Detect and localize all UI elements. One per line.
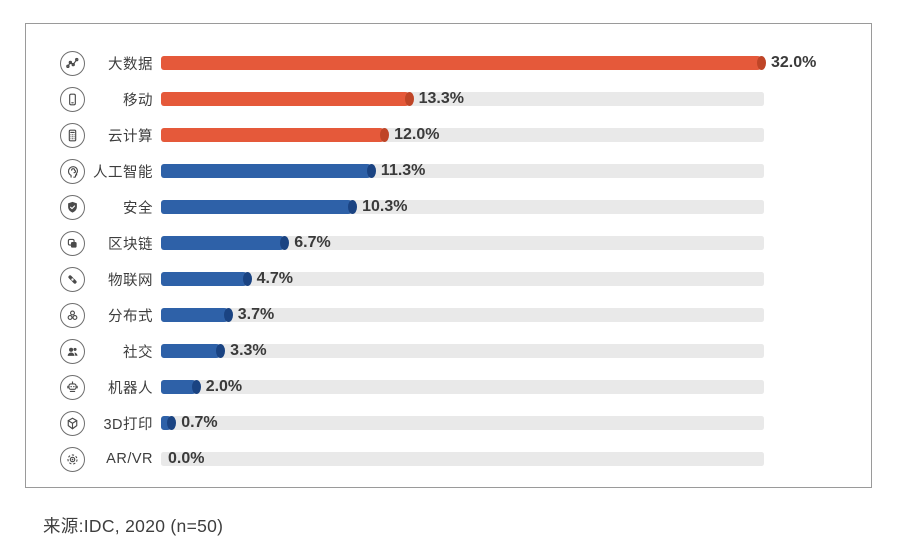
bar	[161, 380, 201, 394]
chart-row: 物联网 4.7%	[60, 261, 871, 297]
chart-row: AR/VR 0.0%	[60, 441, 871, 477]
value-label: 32.0%	[771, 54, 817, 71]
bar-end-cap	[366, 164, 376, 178]
category-label: 移动	[123, 92, 153, 109]
value-label: 0.7%	[181, 414, 218, 431]
bar-track: 3.3%	[161, 342, 764, 359]
iot-links-icon	[60, 266, 85, 292]
distributed-nodes-icon	[60, 302, 85, 328]
value-label: 10.3%	[362, 198, 408, 215]
ai-head-icon	[60, 158, 85, 184]
chart-row: 机器人 2.0%	[60, 369, 871, 405]
chart-rows: 大数据 32.0% 移动 13.3% 云计算 12.0% 人工智能 11.3% …	[60, 45, 871, 477]
chart-row: 人工智能 11.3%	[60, 153, 871, 189]
arvr-icon	[60, 446, 85, 472]
bar-track: 0.7%	[161, 414, 764, 431]
bar-end-cap	[757, 56, 766, 70]
category-label: 大数据	[108, 56, 153, 73]
chart-row: 大数据 32.0%	[60, 45, 871, 81]
source-note: 来源:IDC, 2020 (n=50)	[43, 516, 224, 536]
bar-end-cap	[216, 344, 226, 358]
shield-check-icon	[60, 194, 85, 220]
chart-row: 云计算 12.0%	[60, 117, 871, 153]
robot-icon	[60, 374, 85, 400]
bar-track: 13.3%	[161, 90, 764, 107]
bar-end-cap	[167, 416, 177, 430]
category-label: 社交	[123, 344, 153, 361]
bar	[161, 128, 390, 142]
chart-row: 移动 13.3%	[60, 81, 871, 117]
category-label: 人工智能	[93, 164, 153, 181]
blockchain-icon	[60, 230, 85, 256]
bar-track: 0.0%	[161, 450, 764, 467]
category-label: 安全	[123, 200, 153, 217]
bar-track: 12.0%	[161, 126, 764, 143]
bar-end-cap	[242, 272, 252, 286]
bar	[161, 344, 226, 358]
bar-end-cap	[404, 92, 414, 106]
trend-chart-icon	[60, 50, 85, 76]
category-label: 物联网	[108, 272, 153, 289]
value-label: 3.7%	[237, 306, 275, 323]
bar-end-cap	[348, 200, 358, 214]
category-label: 区块链	[108, 236, 153, 253]
bar-track: 6.7%	[161, 234, 764, 251]
category-label: 3D打印	[103, 416, 153, 433]
smartphone-icon	[60, 86, 85, 112]
category-label: 云计算	[108, 128, 153, 145]
3d-cube-icon	[60, 410, 85, 436]
bar-track: 2.0%	[161, 378, 764, 395]
bar-track: 3.7%	[161, 306, 764, 323]
value-label: 6.7%	[294, 234, 331, 251]
value-label: 0.0%	[168, 450, 205, 467]
bar	[161, 92, 414, 106]
bar-end-cap	[280, 236, 290, 250]
bar-end-cap	[223, 308, 233, 322]
bar	[161, 272, 252, 286]
category-label: 分布式	[108, 308, 153, 325]
bar-track: 4.7%	[161, 270, 764, 287]
bar-track: 10.3%	[161, 198, 764, 215]
bar	[161, 236, 290, 250]
chart-row: 3D打印 0.7%	[60, 405, 871, 441]
bar-track: 32.0%	[161, 55, 816, 71]
value-label: 13.3%	[418, 90, 464, 107]
value-label: 4.7%	[256, 270, 294, 287]
social-people-icon	[60, 338, 85, 364]
bar	[161, 416, 177, 430]
value-label: 3.3%	[230, 342, 267, 359]
bar	[161, 56, 766, 70]
chart-row: 区块链 6.7%	[60, 225, 871, 261]
calculator-icon	[60, 122, 85, 148]
category-label: 机器人	[108, 380, 153, 397]
value-label: 12.0%	[394, 126, 440, 143]
category-label: AR/VR	[106, 451, 153, 467]
bar-end-cap	[380, 128, 390, 142]
bar	[161, 164, 376, 178]
bar	[161, 308, 233, 322]
bar-track: 11.3%	[161, 162, 764, 179]
value-label: 11.3%	[380, 162, 426, 179]
chart-row: 分布式 3.7%	[60, 297, 871, 333]
value-label: 2.0%	[205, 378, 243, 395]
chart-row: 社交 3.3%	[60, 333, 871, 369]
chart-row: 安全 10.3%	[60, 189, 871, 225]
bar-chart-panel: 大数据 32.0% 移动 13.3% 云计算 12.0% 人工智能 11.3% …	[25, 23, 872, 488]
bar-end-cap	[191, 380, 201, 394]
bar	[161, 200, 358, 214]
